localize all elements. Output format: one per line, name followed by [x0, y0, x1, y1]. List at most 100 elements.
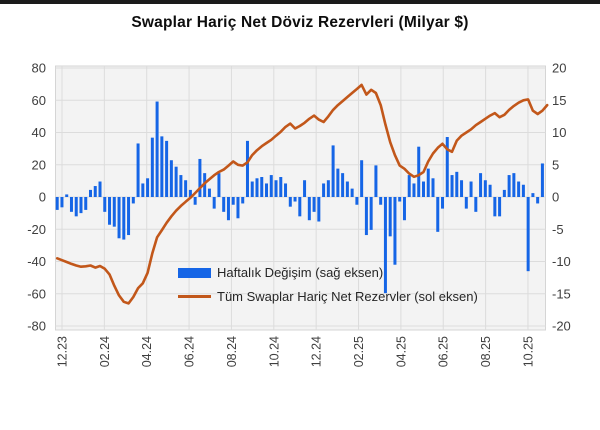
weekly-change-bar	[322, 183, 326, 197]
weekly-change-bar	[241, 197, 245, 204]
weekly-change-bar	[160, 136, 164, 197]
legend-bar-label: Haftalık Değişim (sağ eksen)	[217, 265, 384, 280]
left-axis-tick-label: 0	[39, 190, 46, 205]
weekly-change-bar	[198, 158, 202, 197]
x-axis-tick-label: 06.25	[437, 336, 451, 367]
weekly-change-bar	[60, 197, 64, 208]
weekly-change-bar	[493, 197, 497, 217]
weekly-change-bar	[93, 186, 97, 197]
weekly-change-bar	[231, 197, 235, 205]
x-axis-tick-label: 12.23	[56, 336, 70, 367]
weekly-change-bar	[141, 183, 145, 197]
weekly-change-bar	[250, 181, 254, 197]
weekly-change-bar	[326, 180, 330, 197]
weekly-change-bar	[531, 193, 535, 197]
weekly-change-bar	[255, 178, 259, 197]
weekly-change-bar	[188, 189, 192, 197]
weekly-change-bar	[69, 197, 73, 212]
weekly-change-bar	[98, 181, 102, 197]
weekly-change-bar	[526, 197, 530, 272]
weekly-change-bar	[127, 197, 131, 236]
weekly-change-bar	[393, 197, 397, 265]
weekly-change-bar	[103, 197, 107, 212]
legend-item-line: Tüm Swaplar Hariç Net Rezervler (sol eks…	[178, 289, 478, 304]
x-axis-tick-label: 04.24	[140, 336, 154, 367]
weekly-change-bar	[288, 197, 292, 207]
legend: Haftalık Değişim (sağ eksen) Tüm Swaplar…	[178, 265, 478, 304]
weekly-change-bar	[79, 197, 83, 214]
weekly-change-bar	[460, 180, 464, 197]
weekly-change-bar	[431, 178, 435, 197]
weekly-change-bar	[217, 173, 221, 197]
weekly-change-bar	[355, 197, 359, 205]
weekly-change-bar	[407, 175, 411, 197]
weekly-change-bar	[260, 177, 264, 197]
weekly-change-bar	[55, 197, 59, 210]
weekly-change-bar	[379, 197, 383, 205]
right-axis-tick-label: -5	[552, 222, 564, 237]
weekly-change-bar	[341, 173, 345, 197]
weekly-change-bar	[417, 146, 421, 197]
right-axis-tick-label: -10	[552, 254, 571, 269]
left-axis-tick-label: 60	[32, 93, 46, 108]
weekly-change-bar	[284, 183, 288, 197]
weekly-change-bar	[502, 189, 506, 197]
right-axis-tick-label: 20	[552, 61, 566, 76]
chart-title: Swaplar Hariç Net Döviz Rezervleri (Mily…	[131, 14, 469, 31]
weekly-change-bar	[445, 137, 449, 197]
weekly-change-bar	[398, 197, 402, 202]
weekly-change-bar	[312, 197, 316, 212]
weekly-change-bar	[303, 180, 307, 197]
legend-item-bars: Haftalık Değişim (sağ eksen)	[178, 265, 478, 280]
weekly-change-bar	[269, 175, 273, 197]
weekly-change-bar	[488, 184, 492, 197]
x-axis-tick-label: 02.24	[98, 336, 112, 367]
weekly-change-bar	[84, 197, 88, 210]
x-axis-tick-label: 06.24	[183, 336, 197, 367]
weekly-change-bar	[112, 197, 116, 227]
weekly-change-bar	[507, 175, 511, 197]
weekly-change-bar	[122, 197, 126, 240]
right-axis-tick-label: 10	[552, 125, 566, 140]
weekly-change-bar	[169, 160, 173, 197]
weekly-change-bar	[212, 197, 216, 209]
weekly-change-bar	[298, 197, 302, 217]
left-axis-tick-label: -80	[27, 319, 46, 334]
x-axis-tick-label: 12.24	[310, 336, 324, 367]
weekly-change-bar	[279, 177, 283, 197]
weekly-change-bar	[74, 197, 78, 217]
weekly-change-bar	[498, 197, 502, 217]
weekly-change-bar	[336, 168, 340, 197]
weekly-change-bar	[207, 188, 211, 197]
weekly-change-bar	[222, 197, 226, 212]
x-axis-tick-label: 08.24	[225, 336, 239, 367]
weekly-change-bar	[331, 145, 335, 197]
x-axis-tick-label: 08.25	[479, 336, 493, 367]
weekly-change-bar	[265, 183, 269, 197]
right-axis-tick-label: 15	[552, 93, 566, 108]
weekly-change-bar	[274, 180, 278, 197]
weekly-change-bar	[421, 181, 425, 197]
legend-bar-swatch-icon	[178, 267, 211, 278]
weekly-change-bar	[369, 197, 373, 230]
weekly-change-bar	[517, 181, 521, 197]
reserves-line	[55, 83, 549, 305]
legend-line-label: Tüm Swaplar Hariç Net Rezervler (sol eks…	[217, 289, 478, 304]
weekly-change-bar	[174, 166, 178, 197]
right-axis-tick-label: 5	[552, 157, 559, 172]
weekly-change-bar	[436, 197, 440, 232]
left-axis-tick-label: 80	[32, 61, 46, 76]
weekly-change-bar	[150, 137, 154, 197]
weekly-change-bar	[307, 197, 311, 221]
left-axis-tick-label: -40	[27, 254, 46, 269]
weekly-change-bar	[165, 140, 169, 197]
left-axis-tick-label: 40	[32, 125, 46, 140]
weekly-change-bar	[364, 197, 368, 236]
weekly-change-bar	[521, 184, 525, 197]
weekly-change-bar	[184, 180, 188, 197]
x-axis-tick-label: 02.25	[352, 336, 366, 367]
weekly-change-bar	[88, 189, 92, 197]
left-axis-tick-label: -60	[27, 286, 46, 301]
weekly-change-bar	[450, 175, 454, 197]
